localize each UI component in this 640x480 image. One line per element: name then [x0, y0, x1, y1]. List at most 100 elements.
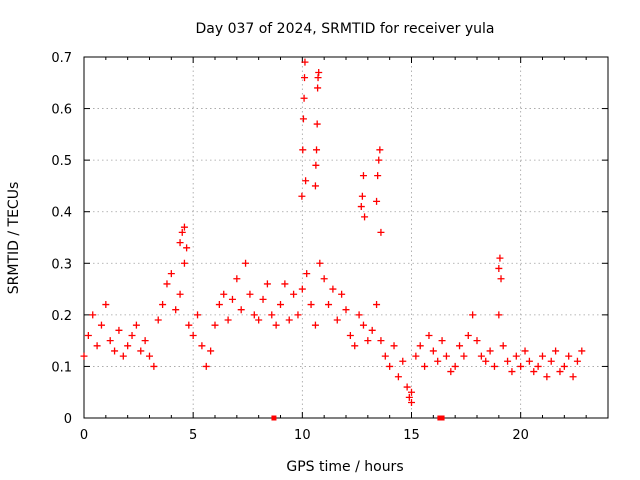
data-point [405, 393, 413, 401]
data-point [299, 115, 307, 123]
data-point [303, 270, 311, 278]
data-point [316, 259, 324, 267]
data-point [102, 301, 110, 309]
data-point [408, 399, 415, 407]
data-point [119, 352, 127, 360]
x-tick-label: 10 [294, 428, 311, 443]
data-point [311, 321, 319, 329]
y-tick-label: 0.5 [51, 154, 72, 169]
data-point [377, 337, 385, 345]
data-point [124, 342, 132, 350]
points-layer [80, 58, 586, 421]
data-point [373, 301, 381, 309]
data-point [314, 74, 322, 82]
data-point [154, 316, 162, 324]
data-point [351, 342, 359, 350]
data-point [268, 311, 276, 319]
data-point [176, 239, 184, 247]
y-tick-label: 0.2 [51, 309, 72, 324]
data-point [447, 368, 455, 376]
data-point [320, 275, 328, 283]
data-point [403, 383, 411, 391]
data-point [178, 228, 186, 236]
data-point [434, 357, 442, 365]
data-point [224, 316, 232, 324]
data-point [290, 290, 298, 298]
data-point [346, 331, 354, 339]
data-point [172, 306, 180, 314]
data-point [228, 295, 236, 303]
data-point [93, 342, 101, 350]
data-point [508, 368, 516, 376]
data-point [486, 347, 494, 355]
data-point [342, 306, 350, 314]
data-point [442, 352, 450, 360]
data-point [313, 146, 321, 154]
data-point [150, 362, 158, 370]
data-point [374, 172, 382, 180]
data-point [530, 368, 538, 376]
y-tick-label: 0.3 [51, 257, 72, 272]
data-point [263, 280, 271, 288]
chart-title: Day 037 of 2024, SRMTID for receiver yul… [195, 21, 494, 37]
data-point [482, 357, 490, 365]
data-point [189, 331, 197, 339]
data-point [180, 223, 188, 231]
data-point [194, 311, 202, 319]
data-point [386, 362, 394, 370]
tick-layer: 0 5 10 15 20 0 0.1 0.2 0.3 0.4 0.5 0.6 0.7 [51, 51, 609, 443]
data-point [255, 316, 263, 324]
data-point [504, 357, 512, 365]
data-point [146, 352, 153, 360]
data-point [313, 120, 321, 128]
data-point [416, 342, 424, 350]
data-point [298, 192, 306, 200]
data-point [376, 146, 384, 154]
data-point [89, 311, 97, 319]
data-point [137, 347, 145, 355]
data-point [233, 275, 241, 283]
data-point [512, 352, 520, 360]
x-tick-label: 20 [512, 428, 529, 443]
x-tick-label: 5 [189, 428, 197, 443]
data-point [499, 342, 507, 350]
data-point [399, 357, 407, 365]
data-point [421, 362, 429, 370]
data-point [132, 321, 140, 329]
data-point [163, 280, 171, 288]
data-point [357, 203, 365, 211]
y-tick-label: 0.7 [51, 51, 72, 66]
data-point [242, 259, 250, 267]
data-point [106, 337, 114, 345]
data-point [429, 347, 437, 355]
data-point [460, 352, 468, 360]
data-point [333, 316, 341, 324]
data-point [425, 331, 433, 339]
data-point [477, 352, 485, 360]
data-point [80, 352, 88, 360]
data-point [456, 342, 464, 350]
data-point [565, 352, 573, 360]
data-point [359, 172, 367, 180]
data-point [573, 357, 581, 365]
y-tick-label: 0.6 [51, 103, 72, 118]
data-point [294, 311, 302, 319]
data-point [525, 357, 533, 365]
data-point [325, 301, 333, 309]
data-point [534, 362, 542, 370]
data-point [408, 388, 415, 396]
data-point [496, 254, 504, 262]
data-point [301, 58, 309, 66]
data-point [185, 321, 193, 329]
data-point [215, 301, 223, 309]
data-point [338, 290, 346, 298]
data-point [271, 415, 277, 421]
data-point [315, 68, 323, 76]
data-point [302, 177, 310, 185]
data-point [451, 362, 459, 370]
data-point [358, 192, 366, 200]
data-point [272, 321, 280, 329]
data-point [314, 84, 322, 92]
data-point [439, 415, 445, 421]
